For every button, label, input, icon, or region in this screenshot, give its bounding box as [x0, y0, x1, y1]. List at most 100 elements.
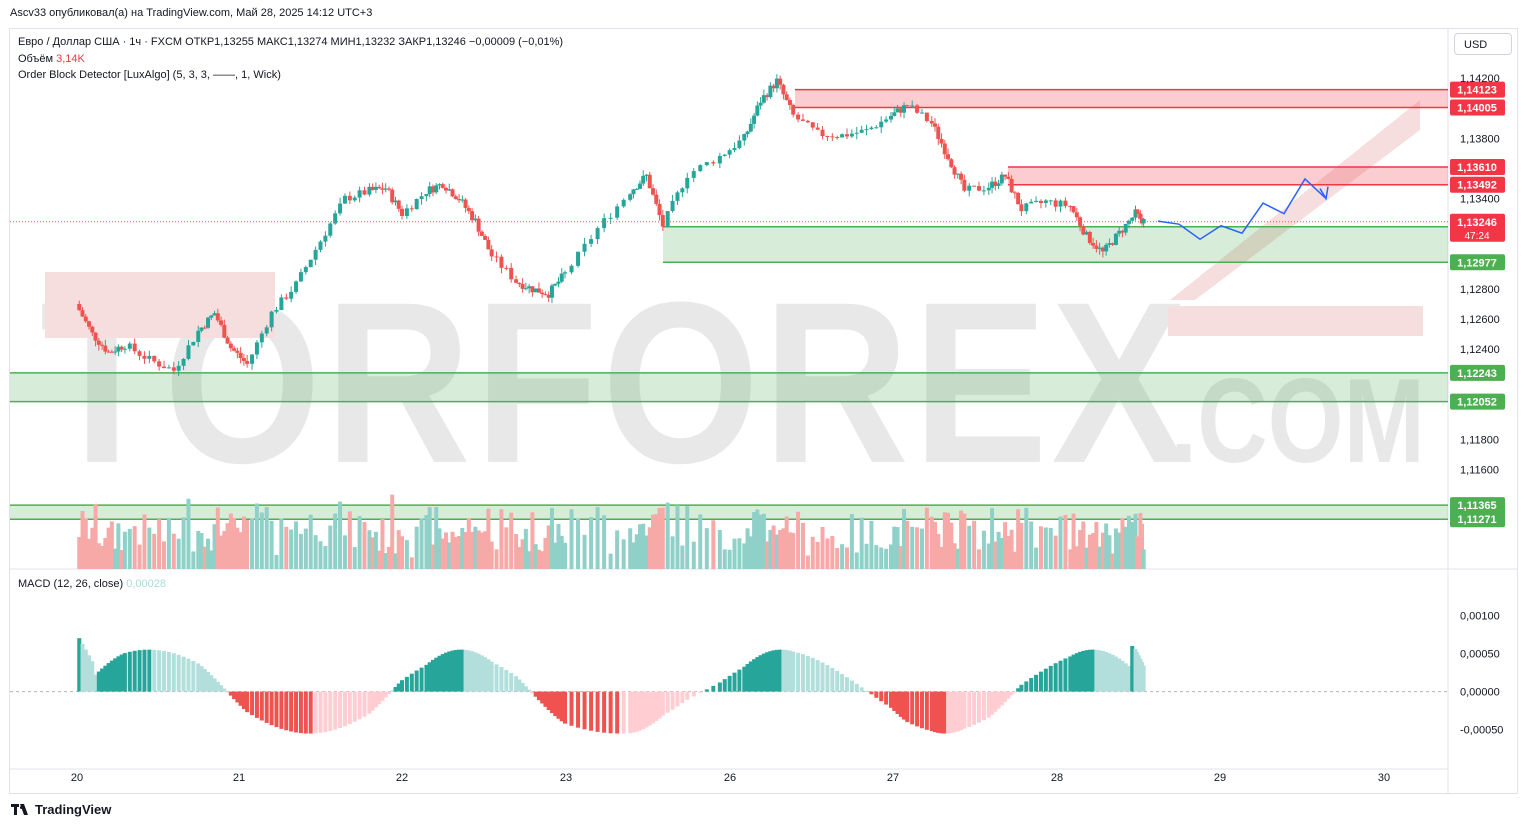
candle-body — [530, 286, 535, 293]
candle-body — [313, 249, 318, 260]
volume-bar — [342, 535, 347, 569]
macd-bar — [727, 675, 732, 692]
volume-bar — [727, 549, 732, 569]
macd-bar — [651, 691, 656, 724]
volume-bar — [171, 533, 176, 569]
macd-bar — [476, 653, 481, 692]
candle-body — [209, 315, 214, 318]
volume-bar — [483, 531, 488, 569]
volume-bar — [657, 507, 662, 569]
candle-body — [959, 173, 964, 180]
macd-bar — [698, 691, 703, 693]
macd-bar — [186, 658, 191, 692]
volume-bar — [269, 520, 274, 569]
candle-body — [1078, 217, 1083, 227]
candle-body — [755, 105, 760, 116]
candle-body — [357, 190, 362, 198]
volume-bar — [755, 509, 760, 569]
price-tick-label: 1,11600 — [1460, 465, 1499, 477]
volume-bar — [215, 507, 220, 569]
price-tick-label: 1,14200 — [1460, 73, 1500, 85]
volume-legend[interactable]: Объём 3,14K — [18, 53, 85, 65]
symbol-legend[interactable]: Евро / Доллар США · 1ч · FXCM ОТКР1,1325… — [18, 36, 563, 48]
macd-bar — [250, 691, 255, 716]
macd-bar — [318, 691, 323, 733]
volume-bar — [999, 538, 1004, 569]
macd-bar — [1068, 656, 1073, 692]
price-label-bg — [1450, 176, 1505, 193]
candle-body — [1024, 203, 1029, 212]
order-block-zone — [1008, 166, 1448, 185]
macd-bar — [1107, 653, 1112, 692]
candle-body — [479, 231, 484, 236]
volume-bar — [313, 535, 318, 569]
candle-body — [122, 348, 127, 350]
candle-body — [119, 346, 124, 350]
macd-bar — [1123, 663, 1128, 692]
macd-tick-label: 0,00000 — [1460, 687, 1500, 699]
indicator-legend[interactable]: Order Block Detector [LuxAlgo] (5, 3, 3,… — [18, 69, 281, 81]
candle-body — [393, 200, 398, 203]
macd-bar — [437, 655, 442, 692]
candle-body — [641, 175, 646, 184]
macd-bar — [621, 691, 626, 734]
macd-bar — [849, 680, 854, 692]
macd-bar — [460, 649, 465, 692]
candle-body — [147, 355, 152, 359]
candle-body — [137, 351, 142, 356]
macd-bar — [1019, 684, 1024, 692]
volume-bar — [318, 541, 323, 569]
volume-bar — [805, 555, 810, 569]
volume-bar — [765, 541, 770, 569]
footer-brand[interactable]: TradingView — [11, 802, 111, 817]
candle-body — [761, 95, 766, 103]
candle-body — [1087, 231, 1092, 243]
candle-body — [83, 316, 88, 322]
volume-bar — [959, 510, 964, 569]
macd-bar — [206, 672, 211, 692]
volume-bar — [825, 538, 830, 569]
volume-bar — [742, 543, 747, 569]
macd-bar — [1009, 691, 1014, 696]
volume-bar — [212, 524, 217, 569]
macd-bar — [377, 691, 382, 705]
volume-bar — [952, 543, 957, 569]
volume-bar — [869, 520, 874, 569]
currency-button[interactable]: USD — [1454, 33, 1512, 55]
candle-body — [634, 188, 639, 190]
volume-bar — [196, 530, 201, 569]
volume-bar — [761, 513, 766, 569]
volume-bar — [929, 516, 934, 569]
macd-bar — [859, 687, 864, 692]
time-tick-label: 22 — [396, 772, 408, 784]
candle-body — [390, 189, 395, 203]
volume-bar — [859, 517, 864, 569]
volume-bar — [892, 526, 897, 569]
volume-bar — [274, 554, 279, 569]
price-label-bg — [1450, 364, 1505, 381]
candle-body — [142, 355, 147, 359]
volume-bar — [939, 546, 944, 569]
volume-bar — [294, 521, 299, 569]
volume-bar — [106, 527, 111, 569]
macd-bar — [122, 653, 127, 692]
volume-bar — [864, 543, 869, 569]
candle-body — [1012, 192, 1017, 194]
macd-bar — [294, 691, 299, 733]
macd-bar — [199, 666, 204, 692]
macd-bar — [269, 691, 274, 726]
candle-body — [727, 150, 732, 155]
volume-bar — [946, 512, 951, 569]
volume-bar — [132, 526, 137, 569]
volume-bar — [489, 541, 494, 569]
macd-bar — [414, 670, 419, 692]
volume-bar — [675, 505, 680, 569]
macd-legend[interactable]: MACD (12, 26, close) 0,00028 — [18, 578, 166, 590]
macd-bar — [162, 650, 167, 692]
candle-body — [654, 194, 659, 204]
volume-bar — [549, 508, 554, 569]
candle-body — [1107, 243, 1112, 245]
macd-bar — [1058, 660, 1063, 692]
volume-bar — [142, 514, 147, 569]
